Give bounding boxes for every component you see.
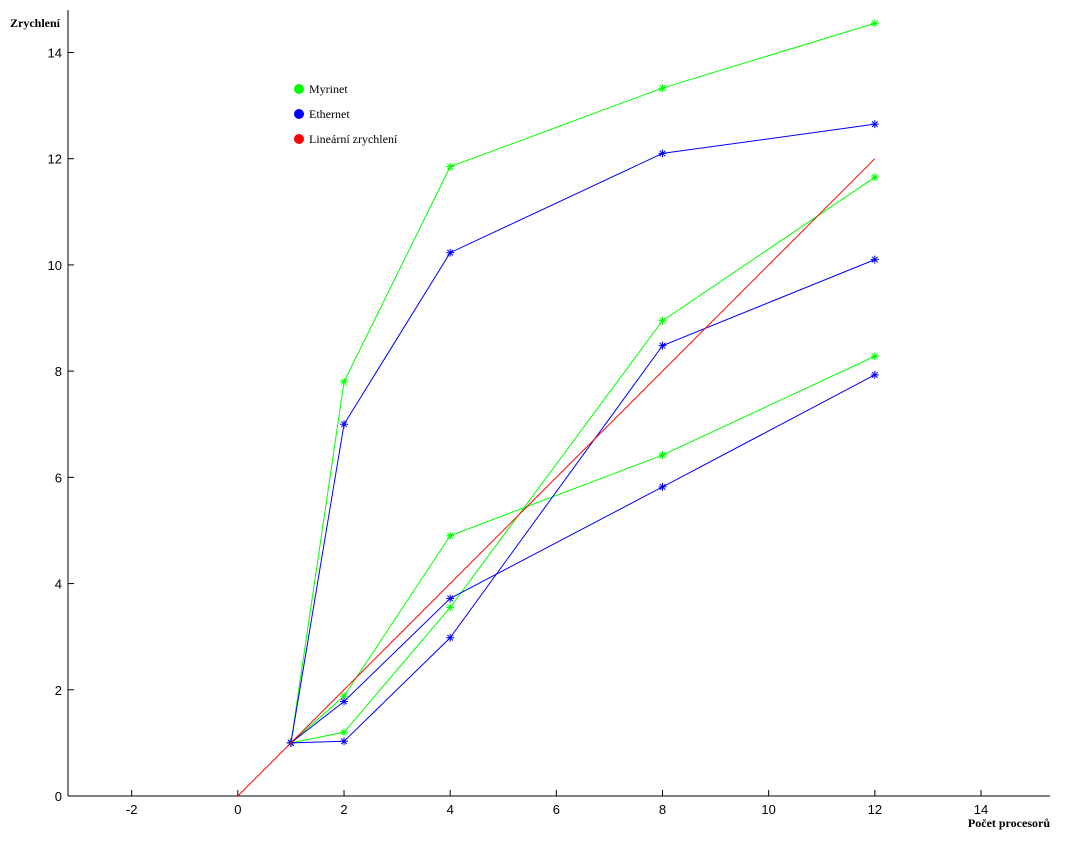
series-line [290,176,876,744]
x-axis-label: Počet procesorů [968,816,1050,830]
point-marker [446,162,455,171]
x-tick-label: -2 [126,802,138,817]
point-marker [658,341,667,350]
x-tick-label: 4 [447,802,454,817]
y-tick-label: 6 [55,470,62,485]
y-axis-label: Zrychlení [10,16,61,30]
point-marker [870,352,879,361]
point-marker [870,120,879,129]
y-tick-label: 8 [55,364,62,379]
x-tick-label: 14 [974,802,988,817]
y-tick-label: 4 [55,577,62,592]
point-marker [870,370,879,379]
point-marker [658,84,667,93]
x-tick-label: 8 [659,802,666,817]
point-marker [340,737,349,746]
x-tick-label: 2 [340,802,347,817]
point-marker [340,692,349,701]
legend-label: Lineární zrychlení [309,132,398,146]
point-marker [340,377,349,386]
point-marker [446,633,455,642]
x-tick-label: 6 [553,802,560,817]
point-marker [658,316,667,325]
y-tick-label: 14 [48,45,62,60]
point-marker [446,603,455,612]
point-marker [446,531,455,540]
point-marker [446,248,455,257]
y-tick-label: 12 [48,152,62,167]
series-line [290,355,876,744]
point-marker [658,149,667,158]
point-marker [658,451,667,460]
y-tick-label: 2 [55,683,62,698]
point-marker [870,255,879,264]
legend-swatch [294,109,304,119]
point-marker [658,482,667,491]
legend-label: Myrinet [309,82,348,96]
series-line [290,123,875,743]
legend-swatch [294,84,304,94]
point-marker [870,173,879,182]
series-line [237,158,876,797]
series-line [290,259,876,744]
legend-swatch [294,134,304,144]
y-tick-label: 10 [48,258,62,273]
legend-label: Ethernet [309,107,350,121]
point-marker [446,594,455,603]
series-line [290,374,876,744]
point-marker [340,697,349,706]
point-marker [870,19,879,28]
y-tick-label: 0 [55,789,62,804]
x-tick-label: 10 [761,802,775,817]
x-tick-label: 0 [234,802,241,817]
x-tick-label: 12 [868,802,882,817]
point-marker [340,420,349,429]
point-marker [340,728,349,737]
